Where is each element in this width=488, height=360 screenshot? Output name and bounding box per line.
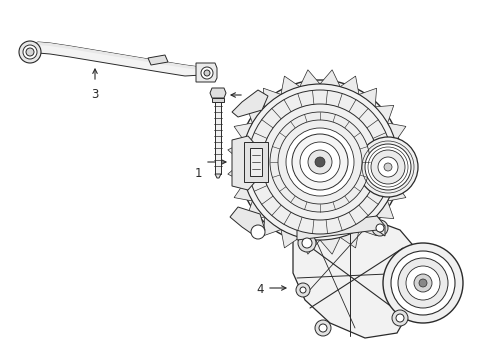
Circle shape <box>285 128 353 196</box>
Circle shape <box>238 80 401 244</box>
Polygon shape <box>387 182 405 201</box>
Polygon shape <box>249 148 262 176</box>
Polygon shape <box>246 105 264 123</box>
Circle shape <box>364 144 410 190</box>
Polygon shape <box>229 207 264 236</box>
Circle shape <box>391 310 407 326</box>
Polygon shape <box>394 162 411 182</box>
Polygon shape <box>340 230 358 248</box>
Circle shape <box>390 251 454 315</box>
Polygon shape <box>263 88 281 107</box>
Polygon shape <box>231 90 267 117</box>
Circle shape <box>375 224 383 232</box>
Text: 4: 4 <box>256 283 263 296</box>
Circle shape <box>383 163 391 171</box>
Circle shape <box>247 90 391 234</box>
Polygon shape <box>387 123 405 142</box>
Circle shape <box>397 258 447 308</box>
Polygon shape <box>374 105 393 123</box>
Polygon shape <box>319 70 340 87</box>
Polygon shape <box>209 88 225 98</box>
Polygon shape <box>319 237 340 254</box>
Polygon shape <box>292 220 416 338</box>
Circle shape <box>26 48 34 56</box>
Circle shape <box>250 225 264 239</box>
Circle shape <box>318 324 326 332</box>
Polygon shape <box>234 182 252 201</box>
Circle shape <box>295 283 309 297</box>
Polygon shape <box>244 142 267 182</box>
Circle shape <box>382 243 462 323</box>
Circle shape <box>291 134 347 190</box>
Polygon shape <box>215 102 221 174</box>
Polygon shape <box>246 201 264 219</box>
Circle shape <box>405 266 439 300</box>
Circle shape <box>297 234 315 252</box>
Circle shape <box>19 41 41 63</box>
Polygon shape <box>28 42 202 76</box>
Circle shape <box>370 150 404 184</box>
Polygon shape <box>215 174 221 178</box>
Polygon shape <box>212 98 224 102</box>
Circle shape <box>307 150 331 174</box>
Circle shape <box>299 287 305 293</box>
Circle shape <box>302 238 311 248</box>
Polygon shape <box>234 123 252 142</box>
Circle shape <box>299 142 339 182</box>
Circle shape <box>23 45 37 59</box>
Polygon shape <box>296 216 384 240</box>
Polygon shape <box>227 142 244 162</box>
Polygon shape <box>28 42 200 70</box>
Polygon shape <box>227 162 244 182</box>
Polygon shape <box>340 76 358 94</box>
Polygon shape <box>281 76 299 94</box>
Polygon shape <box>263 217 281 236</box>
Polygon shape <box>231 136 260 190</box>
Circle shape <box>269 112 369 212</box>
Circle shape <box>395 314 403 322</box>
Polygon shape <box>148 55 168 65</box>
Circle shape <box>413 274 431 292</box>
Text: 3: 3 <box>91 88 99 101</box>
Polygon shape <box>22 48 40 56</box>
Circle shape <box>203 70 209 76</box>
Circle shape <box>357 137 417 197</box>
Circle shape <box>242 84 397 240</box>
Circle shape <box>262 104 377 220</box>
Polygon shape <box>394 142 411 162</box>
Polygon shape <box>281 230 299 248</box>
Circle shape <box>314 157 325 167</box>
Polygon shape <box>374 201 393 219</box>
Polygon shape <box>299 237 319 254</box>
Circle shape <box>314 320 330 336</box>
Circle shape <box>377 157 397 177</box>
Circle shape <box>278 120 361 204</box>
Circle shape <box>418 279 426 287</box>
Polygon shape <box>358 88 376 107</box>
Circle shape <box>201 67 213 79</box>
Polygon shape <box>358 217 376 236</box>
Text: 1: 1 <box>194 167 202 180</box>
Polygon shape <box>299 70 319 87</box>
Text: 2: 2 <box>247 100 254 113</box>
Polygon shape <box>196 63 217 82</box>
Circle shape <box>371 220 387 236</box>
